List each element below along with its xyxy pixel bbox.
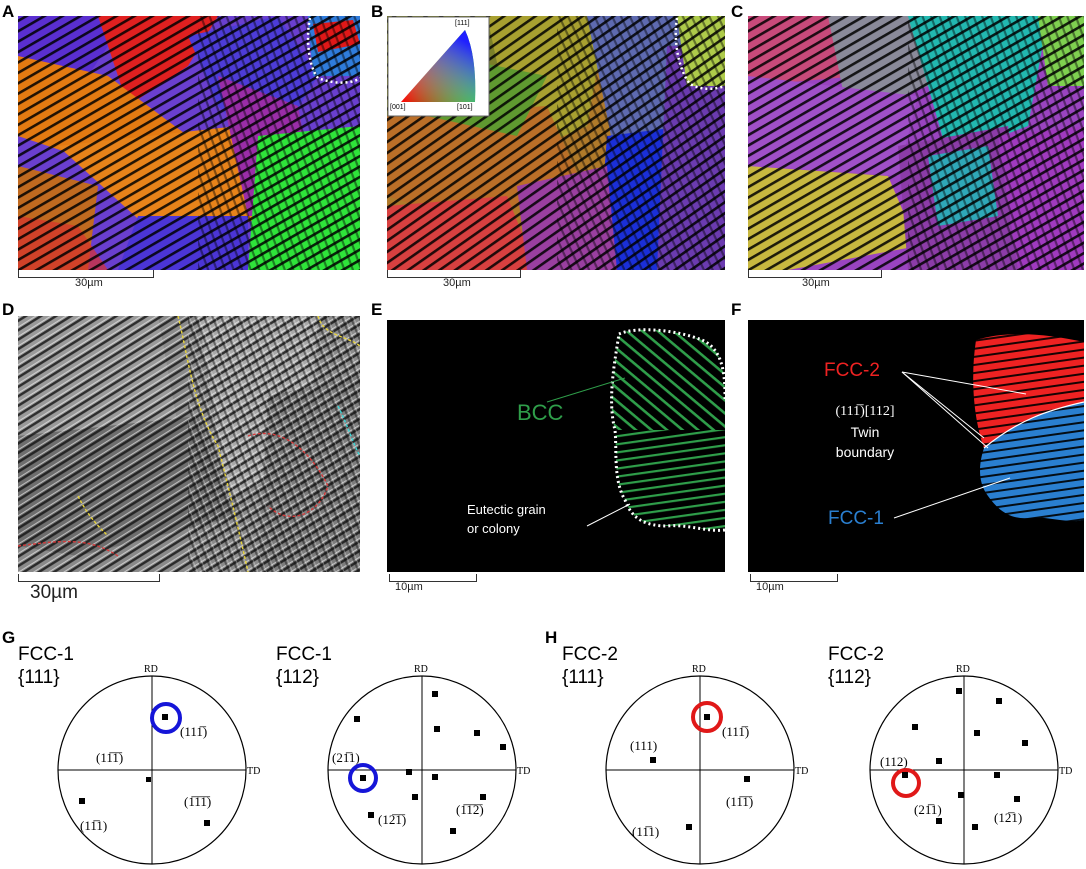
pole-label: (112) [880, 754, 908, 769]
pole-label: (21̅1) [914, 802, 942, 817]
pole-point [500, 744, 506, 750]
pole-point [996, 698, 1002, 704]
pole-figure-fcc2-111: RD TD (111̅) (111) (11̅1̅) (11̅1) [605, 664, 808, 865]
panel-letter-f: F [731, 300, 742, 319]
pole-figure-fcc1-112: RD TD (21̅1) (12̅1̅) (1̅1̅2̅) [327, 664, 530, 865]
bcc-label: BCC [517, 400, 564, 425]
highlight-circle [150, 702, 182, 734]
ipf-legend [387, 16, 490, 117]
pole-label: (1̅1̅1̅) [184, 794, 211, 809]
pole-label: (21̅1) [332, 750, 360, 765]
panel-letter-b: B [371, 2, 384, 21]
pole-point [1014, 796, 1020, 802]
ipf-label-001: [001] [390, 104, 406, 111]
pole-point [686, 824, 692, 830]
ebsd-map-b: [111] [001] [101] [387, 16, 725, 270]
bcc-phase-map-e: BCC Eutectic grain or colony [387, 320, 725, 572]
pole-point [956, 688, 962, 694]
pole-point [704, 714, 710, 720]
td-label: TD [517, 766, 530, 777]
pole-point [204, 820, 210, 826]
highlight-circle [891, 768, 921, 798]
eutectic-grain-label: Eutectic grain or colony [467, 502, 546, 536]
pole-point [432, 691, 438, 697]
pole-title-fcc1-112: FCC-1 {112} [276, 644, 332, 688]
td-label: TD [1059, 766, 1072, 777]
pole-point [354, 716, 360, 722]
pole-point [958, 792, 964, 798]
pole-point [1022, 740, 1028, 746]
pole-label: (111) [630, 738, 657, 753]
panel-letter-g: G [2, 628, 16, 647]
pole-point [360, 775, 366, 781]
fcc-image-f [893, 330, 1084, 526]
pole-label: (11̅1) [80, 818, 107, 833]
pole-title-fcc1-111: FCC-1 {111} [18, 644, 74, 688]
pole-point [146, 777, 151, 782]
grayscale-image-d [18, 316, 360, 572]
pole-point [650, 757, 656, 763]
pole-label: (1̅1̅2̅) [456, 802, 484, 817]
pole-point [994, 772, 1000, 778]
ipf-label-111: [111] [455, 20, 470, 27]
fcc2-label: FCC-2 [824, 360, 880, 381]
pole-point [912, 724, 918, 730]
rd-label: RD [414, 664, 428, 675]
td-label: TD [247, 766, 260, 777]
pole-label: (11̅1) [632, 824, 659, 839]
highlight-circle [348, 763, 378, 793]
twin-boundary-label: (111̅)[112] Twin boundary [835, 404, 895, 460]
pole-point [368, 812, 374, 818]
pole-point [936, 818, 942, 824]
rd-label: RD [692, 664, 706, 675]
pole-label: (111̅) [722, 724, 749, 739]
panel-letter-d: D [2, 300, 15, 319]
fcc1-label: FCC-1 [828, 508, 884, 529]
pole-point [936, 758, 942, 764]
ebsd-image-a [18, 16, 360, 270]
pole-title-fcc2-112: FCC-2 {112} [828, 644, 884, 688]
pole-point [79, 798, 85, 804]
ebsd-map-a [18, 16, 360, 270]
pole-point [744, 776, 750, 782]
panel-letter-e: E [371, 300, 383, 319]
grayscale-map-d [18, 316, 360, 572]
pole-title-fcc2-111: FCC-2 {111} [562, 644, 618, 688]
pole-figure-fcc2-112: RD TD (112) (21̅1) (12̅1) [869, 664, 1072, 865]
td-label: TD [795, 766, 808, 777]
pole-point [432, 774, 438, 780]
fcc-phase-map-f: FCC-2 (111̅)[112] Twin boundary FCC-1 [748, 320, 1084, 572]
panel-letter-a: A [2, 2, 15, 21]
highlight-circle [691, 701, 723, 733]
pole-point [450, 828, 456, 834]
ebsd-map-c [748, 16, 1084, 270]
pole-point [474, 730, 480, 736]
panel-letter-h: H [545, 628, 558, 647]
pole-label: (11̅1̅) [726, 794, 753, 809]
panel-letter-c: C [731, 2, 744, 21]
ipf-label-101: [101] [457, 104, 473, 111]
pole-label: (11̅1̅) [96, 750, 123, 765]
ebsd-image-b [387, 16, 725, 270]
pole-point [406, 769, 412, 775]
pole-label: (111̅) [180, 724, 207, 739]
pole-point [902, 772, 908, 778]
pole-label: (12̅1) [994, 810, 1022, 825]
ebsd-image-c [748, 16, 1084, 270]
pole-point [480, 794, 486, 800]
rd-label: RD [144, 664, 158, 675]
pole-point [974, 730, 980, 736]
pole-point [412, 794, 418, 800]
bcc-image-e [546, 328, 725, 532]
pole-point [162, 714, 168, 720]
pole-point [972, 824, 978, 830]
pole-label: (12̅1̅) [378, 812, 406, 827]
pole-point [434, 726, 440, 732]
pole-figure-fcc1-111: RD TD (111̅) (11̅1̅) (1̅1̅1̅) (11̅1) [57, 664, 260, 865]
rd-label: RD [956, 664, 970, 675]
